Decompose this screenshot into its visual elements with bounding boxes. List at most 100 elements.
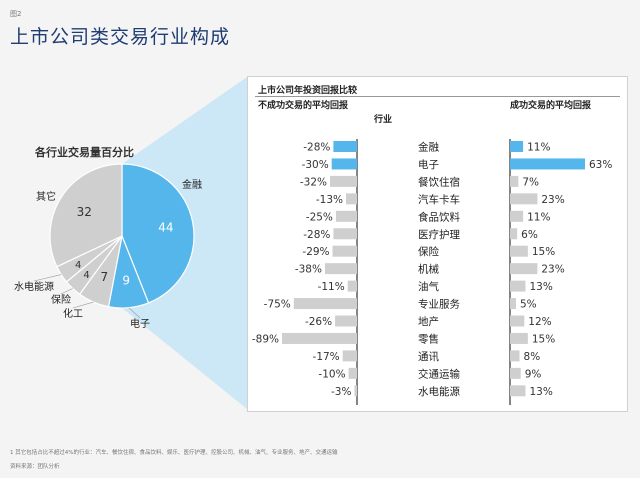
category-label-2: 餐饮住宿 xyxy=(418,175,460,188)
neg-value-5: -28% xyxy=(303,229,330,241)
pos-bar-4 xyxy=(510,210,524,222)
figure-tag: 图2 xyxy=(10,10,22,18)
category-label-8: 油气 xyxy=(418,280,439,293)
pie-value-0: 44 xyxy=(158,221,173,235)
pos-value-13: 9% xyxy=(525,368,542,380)
pie-value-2: 7 xyxy=(100,270,108,284)
neg-value-6: -29% xyxy=(302,246,329,258)
pos-bar-1 xyxy=(510,158,585,170)
category-label-3: 汽车卡车 xyxy=(418,193,460,206)
neg-value-14: -3% xyxy=(331,386,351,398)
neg-bar-14 xyxy=(354,385,357,397)
neg-value-1: -30% xyxy=(302,159,329,171)
pos-value-1: 63% xyxy=(589,159,612,171)
category-label-12: 通讯 xyxy=(418,350,439,363)
pie-label-4: 水电能源 xyxy=(14,280,54,293)
pos-value-7: 23% xyxy=(541,264,564,276)
pie-value-3: 4 xyxy=(83,270,89,281)
category-label-10: 地产 xyxy=(418,315,439,328)
pos-bar-5 xyxy=(510,228,518,240)
category-label-0: 金融 xyxy=(418,141,439,154)
category-label-14: 水电能源 xyxy=(418,385,460,398)
pos-bar-14 xyxy=(510,385,526,397)
pos-bar-8 xyxy=(510,280,526,292)
pos-value-8: 13% xyxy=(529,281,552,293)
pie-value-5: 32 xyxy=(77,205,92,219)
pos-bar-10 xyxy=(510,315,525,327)
category-label-9: 专业服务 xyxy=(418,298,460,311)
neg-value-2: -32% xyxy=(300,176,327,188)
category-label-13: 交通运输 xyxy=(418,367,460,380)
source-note: 资料来源：团队分析 xyxy=(10,464,60,470)
neg-value-13: -10% xyxy=(318,368,345,380)
right-column-header: 成功交易的平均回报 xyxy=(510,101,592,111)
center-column-header: 行业 xyxy=(374,115,393,125)
neg-bar-8 xyxy=(347,280,357,292)
pie-leader-4 xyxy=(33,274,62,282)
page-title: 上市公司类交易行业构成 xyxy=(10,26,231,48)
pie-leader-2 xyxy=(72,301,94,309)
pos-bar-2 xyxy=(510,175,519,187)
category-label-11: 零售 xyxy=(418,332,439,345)
neg-value-0: -28% xyxy=(303,142,330,154)
title-divider xyxy=(255,96,620,97)
neg-value-10: -26% xyxy=(305,316,332,328)
pos-bar-9 xyxy=(510,298,516,310)
pos-value-9: 5% xyxy=(520,299,537,311)
pos-value-4: 11% xyxy=(527,211,550,223)
pos-bar-0 xyxy=(510,141,524,152)
footnote: 1 其它包括占比不超过4%的行业：汽车、餐饮住宿、食品饮料、娱乐、医疗护理、控股… xyxy=(10,450,338,456)
pos-value-0: 11% xyxy=(527,142,550,154)
pie-label-1: 电子 xyxy=(130,317,150,330)
neg-value-12: -17% xyxy=(313,351,340,363)
neg-value-3: -13% xyxy=(316,194,343,206)
pos-bar-3 xyxy=(510,193,538,205)
pie-leader-1 xyxy=(128,307,141,319)
neg-bar-13 xyxy=(348,367,357,379)
neg-value-4: -25% xyxy=(306,211,333,223)
pos-value-5: 6% xyxy=(521,229,538,241)
neg-value-7: -38% xyxy=(295,264,322,276)
neg-bar-11 xyxy=(282,332,357,344)
neg-bar-2 xyxy=(330,175,357,187)
pos-value-3: 23% xyxy=(541,194,564,206)
neg-bar-9 xyxy=(293,298,357,310)
neg-bar-4 xyxy=(335,210,357,222)
category-label-7: 机械 xyxy=(418,263,439,276)
returns-panel: 上市公司年投资回报比较 不成功交易的平均回报 行业 成功交易的平均回报 xyxy=(247,76,628,412)
category-label-5: 医疗护理 xyxy=(418,228,460,241)
pos-bar-6 xyxy=(510,245,528,257)
pos-bar-12 xyxy=(510,350,520,362)
neg-bar-0 xyxy=(333,141,357,152)
neg-bar-3 xyxy=(346,193,357,205)
neg-bar-5 xyxy=(333,228,357,240)
neg-bar-1 xyxy=(331,158,357,170)
pie-value-1: 9 xyxy=(122,273,130,287)
pie-label-2: 化工 xyxy=(63,307,83,320)
pos-value-11: 15% xyxy=(532,333,555,345)
pos-value-14: 13% xyxy=(529,386,552,398)
neg-value-8: -11% xyxy=(318,281,345,293)
returns-chart-title: 上市公司年投资回报比较 xyxy=(258,86,358,96)
pie-label-0: 金融 xyxy=(182,178,202,191)
pos-value-10: 12% xyxy=(528,316,551,328)
pie-slice-5 xyxy=(49,163,123,268)
neg-bar-10 xyxy=(335,315,357,327)
category-label-6: 保险 xyxy=(418,245,439,258)
pie-label-3: 保险 xyxy=(51,293,71,306)
pie-value-4: 4 xyxy=(75,260,81,271)
neg-bar-12 xyxy=(342,350,357,362)
neg-bar-7 xyxy=(324,263,357,275)
neg-value-11: -89% xyxy=(252,333,279,345)
pos-value-2: 7% xyxy=(522,176,539,188)
pos-bar-7 xyxy=(510,263,538,275)
pie-slice-0 xyxy=(121,163,195,304)
pie-leader-3 xyxy=(60,288,73,295)
left-column-header: 不成功交易的平均回报 xyxy=(258,101,349,111)
pos-value-12: 8% xyxy=(524,351,541,363)
neg-bar-6 xyxy=(332,245,357,257)
pie-chart-title: 各行业交易量百分比 xyxy=(35,146,134,159)
category-label-1: 电子 xyxy=(418,158,439,171)
